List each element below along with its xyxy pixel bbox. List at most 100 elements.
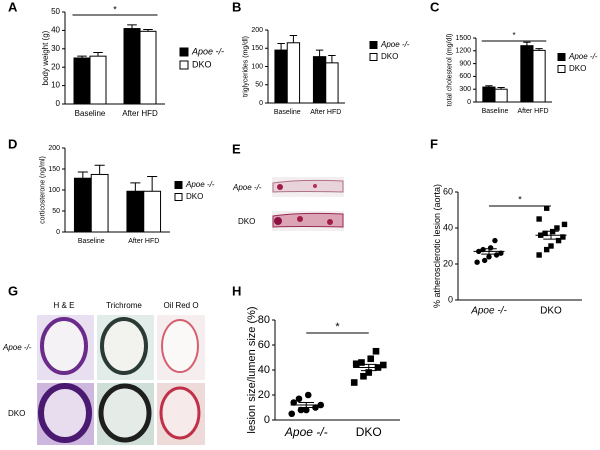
y-tick-label: 1200 — [455, 48, 471, 55]
x-tick-label: Baseline — [274, 109, 301, 116]
legend-swatch — [179, 47, 189, 57]
sem-bar — [481, 251, 497, 255]
x-tick-label: After HFD — [517, 108, 548, 115]
y-tick-label: 40 — [258, 364, 270, 376]
x-tick-label: Baseline — [482, 108, 509, 115]
lesion — [313, 184, 317, 188]
legend-label: Apoe -/- — [380, 40, 410, 49]
y-tick-label: 200 — [251, 27, 263, 34]
bar — [286, 42, 301, 104]
x-tick-label: Apoe -/- — [470, 306, 507, 317]
y-tick-label: 40 — [51, 26, 60, 35]
y-tick-label: 150 — [48, 166, 60, 173]
y-tick-label: 80 — [258, 314, 270, 326]
bar — [482, 86, 496, 103]
legend-label: DKO — [569, 64, 586, 73]
data-point — [548, 243, 554, 249]
bar — [90, 173, 109, 233]
error-bar — [535, 48, 543, 51]
error-bar — [289, 34, 298, 43]
data-point — [542, 230, 548, 237]
data-point — [312, 404, 319, 411]
y-tick-label: 0 — [259, 100, 263, 107]
panel-letter: C — [430, 0, 440, 14]
y-tick-label: 0 — [264, 414, 270, 426]
error-bar — [77, 55, 87, 58]
y-tick-label: 10 — [51, 81, 60, 90]
panel-letter: F — [430, 136, 438, 151]
legend-swatch — [174, 181, 183, 189]
x-tick-label: After HFD — [310, 109, 341, 116]
sem-bar — [298, 402, 315, 405]
y-tick-label: 100 — [48, 187, 60, 194]
bar — [312, 56, 327, 104]
data-point — [350, 379, 358, 386]
panel-letter: D — [8, 136, 17, 151]
bar — [89, 55, 107, 105]
error-bar — [277, 43, 285, 51]
lesion — [327, 219, 333, 225]
y-tick-label: 900 — [459, 60, 471, 67]
data-point — [302, 406, 310, 414]
lesion — [274, 217, 282, 225]
error-bar — [523, 41, 531, 46]
column-label: Trichrome — [106, 301, 142, 310]
data-point — [536, 252, 542, 258]
legend-label: DKO — [381, 52, 398, 61]
data-point — [295, 395, 303, 403]
data-point — [481, 257, 488, 264]
data-point — [352, 360, 360, 368]
significance-mark: * — [512, 31, 515, 40]
y-tick-label: 50 — [51, 7, 60, 16]
error-bar — [127, 24, 137, 29]
y-axis-label: % atherosclerotic lesion (aorta) — [432, 184, 442, 308]
bar — [494, 88, 508, 103]
bar — [73, 177, 92, 233]
x-tick-label: Baseline — [75, 109, 106, 118]
legend-swatch — [557, 53, 566, 61]
y-tick-label: 50 — [255, 82, 263, 89]
panel-letter: H — [232, 283, 241, 298]
legend-swatch — [179, 60, 189, 70]
y-axis-label: corticosterone (ng/ml) — [40, 156, 47, 224]
error-bar — [93, 51, 103, 57]
y-axis-label: triglycerides (mg/dl) — [243, 36, 250, 97]
data-point — [365, 369, 373, 376]
data-point — [561, 221, 568, 228]
sem-bar — [298, 405, 315, 408]
error-bar — [328, 55, 336, 63]
y-tick-label: 300 — [459, 86, 471, 93]
x-tick-label: Baseline — [78, 238, 105, 245]
data-point — [367, 355, 375, 363]
data-point — [474, 259, 480, 265]
y-tick-label: 100 — [251, 63, 263, 70]
aorta — [272, 212, 344, 228]
panel-g-image — [37, 315, 205, 445]
bar — [532, 49, 546, 103]
data-point — [492, 237, 498, 244]
error-bar — [143, 28, 153, 32]
y-tick-label: 20 — [51, 62, 60, 71]
y-tick-label: 20 — [443, 258, 453, 268]
bar — [123, 28, 141, 105]
y-tick-label: 200 — [48, 145, 60, 152]
error-bar — [497, 86, 505, 90]
sem-bar — [360, 367, 377, 372]
y-tick-label: 0 — [467, 99, 471, 106]
y-tick-label: 40 — [443, 222, 453, 232]
lesion — [277, 184, 283, 190]
data-point — [379, 361, 387, 369]
row-label: DKO — [8, 409, 25, 418]
significance-mark: * — [518, 194, 522, 204]
data-point — [360, 372, 367, 380]
y-tick-label: 0 — [448, 294, 453, 304]
legend-label: Apoe -/- — [185, 180, 215, 189]
y-tick-label: 600 — [459, 73, 471, 80]
y-tick-label: 50 — [52, 208, 60, 215]
aorta — [272, 179, 344, 193]
data-point — [543, 205, 550, 211]
legend-label: DKO — [192, 59, 212, 69]
error-bar — [147, 176, 158, 192]
bar — [126, 190, 145, 233]
